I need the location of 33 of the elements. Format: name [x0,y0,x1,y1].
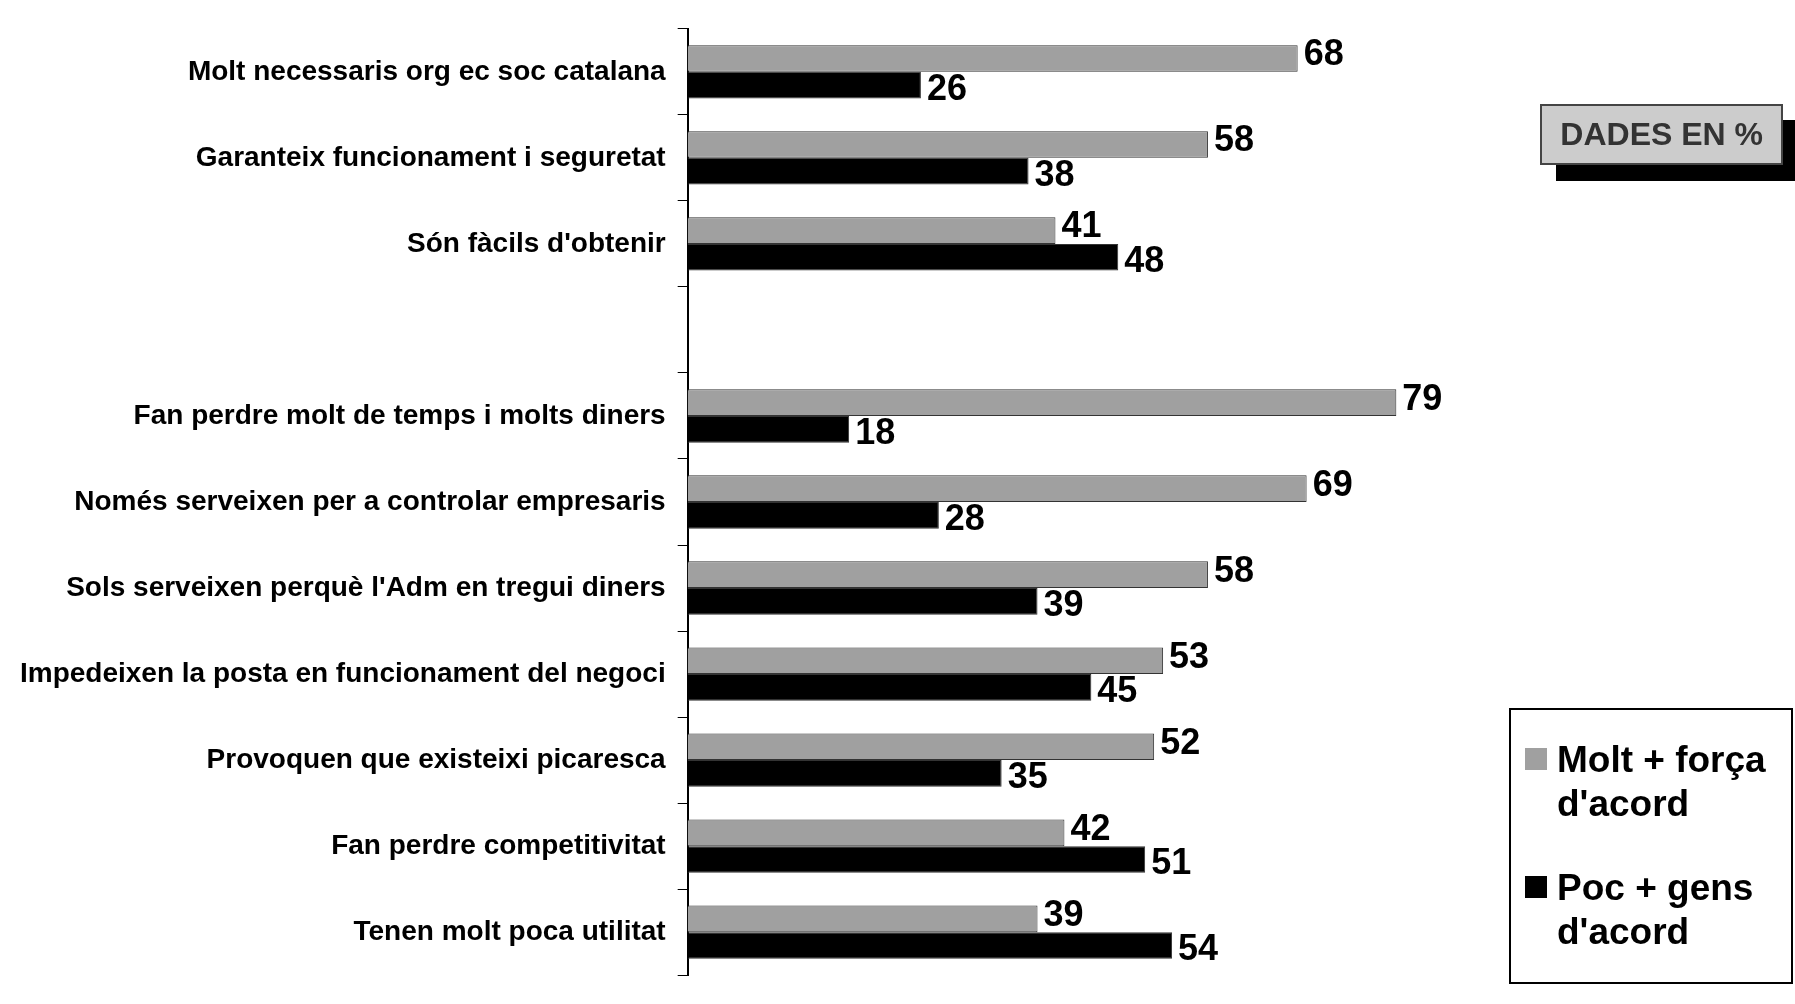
data-label: 35 [1007,755,1048,797]
data-label: 48 [1124,239,1165,281]
y-tick-label: Garanteix funcionament i seguretat [195,140,666,172]
data-label: 41 [1061,204,1102,246]
data-label: 28 [944,497,985,539]
data-label: 18 [855,411,896,453]
y-tick-label: Només serveixen per a controlar empresaris [74,484,666,516]
data-label: 45 [1097,669,1138,711]
data-label: 54 [1178,927,1219,969]
text: DADES EN % [1540,104,1783,165]
y-tick-label: Impedeixen la posta en funcionament del negoci [19,656,666,688]
data-label: 68 [1303,32,1344,74]
y-tick-label: Fan perdre competitivitat [331,828,666,860]
data-label: 39 [1043,583,1084,625]
data-label: 51 [1151,841,1192,883]
data-label: 52 [1160,720,1201,762]
data-label: 58 [1213,118,1254,160]
data-label: 58 [1213,548,1254,590]
data-label: 38 [1034,153,1075,195]
y-tick-label: Tenen molt poca utilitat [353,914,666,946]
data-label: 69 [1312,462,1353,504]
y-tick-label: Fan perdre molt de temps i molts diners [133,398,666,430]
data-label: 79 [1402,376,1443,418]
data-label: 39 [1043,892,1084,934]
y-tick-label: Són fàcils d'obtenir [406,226,666,258]
data-label: 26 [926,67,967,109]
y-tick-label: Provoquen que existeixi picaresca [206,742,667,774]
data-label: 42 [1070,806,1111,848]
y-tick-label: Molt necessaris org ec soc catalana [187,54,667,86]
legend-label: Poc + gens d'acord [1557,866,1755,954]
data-label: 53 [1169,634,1210,676]
y-tick-label: Sols serveixen perquè l'Adm en tregui diners [66,570,666,602]
legend-label: Molt + força d'acord [1557,738,1767,826]
